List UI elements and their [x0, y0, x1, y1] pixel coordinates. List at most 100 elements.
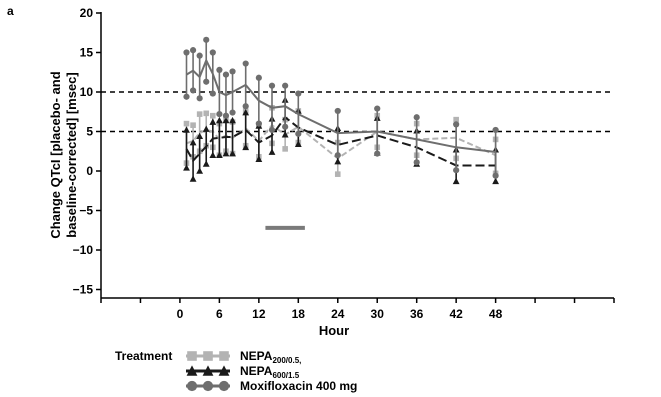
ci-high-marker-nepa-200 [210, 112, 216, 119]
series-moxifloxacin [183, 36, 499, 179]
ci-low-marker-nepa-600 [202, 160, 210, 167]
ci-high-marker-moxifloxacin [203, 36, 210, 43]
ci-high-marker-moxifloxacin [196, 52, 203, 59]
ci-low-marker-moxifloxacin [268, 126, 276, 134]
ci-low-marker-moxifloxacin [196, 95, 203, 102]
ci-high-marker-nepa-200 [203, 110, 210, 117]
ci-high-marker-moxifloxacin [334, 107, 341, 115]
y-tick-label: 20 [80, 6, 94, 20]
ci-low-marker-moxifloxacin [492, 172, 499, 179]
ci-low-marker-moxifloxacin [374, 150, 381, 157]
ci-high-marker-nepa-600 [229, 116, 236, 124]
ci-low-marker-nepa-600 [215, 151, 223, 158]
y-axis-label-line-1: Change QTcI [placebo- and [48, 71, 63, 238]
ci-high-marker-nepa-600 [202, 125, 210, 132]
legend-swatches [186, 351, 230, 392]
ci-low-marker-moxifloxacin [222, 112, 230, 119]
legend-label-nepa-200-main: NEPA [240, 349, 273, 363]
ci-low-marker-moxifloxacin [453, 167, 460, 174]
y-tick-label: 15 [80, 46, 94, 60]
legend-swatch-marker [218, 365, 230, 376]
legend-swatch-marker [218, 380, 230, 392]
y-tick-label: 5 [86, 125, 93, 139]
series-nepa-600 [183, 96, 500, 185]
ci-low-marker-moxifloxacin [413, 159, 420, 166]
ci-low-marker-nepa-600 [222, 150, 230, 157]
ci-high-marker-nepa-600 [189, 138, 197, 146]
x-tick-label: 12 [252, 307, 266, 321]
panel-label: a [7, 4, 14, 18]
ci-low-marker-moxifloxacin [203, 78, 210, 85]
legend-swatch-marker [203, 351, 213, 361]
legend-label-nepa-600: NEPA600/1.5 [240, 364, 300, 380]
legend-label-nepa-600-sub: 600/1.5 [272, 371, 299, 380]
ci-low-marker-moxifloxacin [255, 120, 262, 127]
legend-label-nepa-200-sub: 200/0.5, [272, 356, 301, 365]
ci-low-marker-nepa-600 [183, 164, 190, 171]
ci-low-marker-nepa-200 [282, 146, 288, 152]
ci-low-marker-nepa-600 [242, 143, 250, 151]
ci-low-marker-nepa-600 [189, 175, 197, 182]
ci-high-marker-nepa-600 [242, 108, 250, 116]
legend-swatch-marker [187, 351, 197, 361]
ci-low-marker-nepa-600 [229, 150, 236, 157]
x-tick-label: 42 [449, 307, 463, 321]
x-axis-label: Hour [319, 323, 349, 338]
ci-low-marker-moxifloxacin [334, 152, 341, 159]
ci-high-marker-nepa-600 [196, 132, 204, 140]
y-tick-label: 0 [86, 164, 93, 178]
ci-high-marker-moxifloxacin [282, 82, 289, 89]
ci-high-marker-nepa-200 [196, 111, 203, 117]
ci-low-marker-nepa-600 [281, 131, 289, 138]
ci-high-marker-moxifloxacin [453, 121, 460, 128]
legend-swatch-marker [186, 365, 198, 376]
ci-low-marker-nepa-600 [294, 140, 302, 147]
ci-low-marker-nepa-200 [334, 171, 341, 177]
ci-high-marker-nepa-200 [453, 116, 459, 123]
y-axis-label: Change QTcI [placebo- and baseline-corre… [48, 71, 79, 238]
ci-high-marker-moxifloxacin [413, 114, 420, 121]
ci-high-marker-moxifloxacin [189, 47, 197, 54]
ci-low-marker-moxifloxacin [229, 109, 236, 116]
ci-high-marker-moxifloxacin [216, 66, 223, 73]
legend-label-nepa-200: NEPA200/0.5, [240, 349, 301, 365]
legend-swatch-marker [202, 365, 214, 376]
x-tick-label: 48 [489, 307, 503, 321]
y-tick-label: −10 [73, 243, 94, 257]
ci-high-marker-nepa-600 [209, 118, 217, 125]
ci-low-marker-nepa-600 [492, 177, 500, 185]
x-tick-label: 18 [292, 307, 306, 321]
legend-title: Treatment [115, 349, 172, 363]
ci-low-marker-nepa-600 [334, 157, 342, 165]
y-tick-label: 10 [80, 85, 94, 99]
ci-high-marker-moxifloxacin [209, 49, 216, 56]
ci-high-marker-moxifloxacin [183, 49, 190, 56]
y-axis-label-line-2: baseline-corrected] [msec] [64, 72, 79, 237]
y-tick-label: −15 [73, 283, 94, 297]
ci-low-marker-nepa-600 [196, 167, 204, 174]
series-line-moxifloxacin [185, 57, 496, 154]
ci-low-marker-nepa-600 [268, 148, 276, 155]
ci-low-marker-moxifloxacin [216, 111, 223, 118]
ci-high-marker-nepa-200 [190, 122, 196, 128]
ci-high-marker-moxifloxacin [295, 90, 302, 97]
ci-high-marker-moxifloxacin [229, 68, 236, 75]
series-line-nepa-600 [185, 115, 496, 167]
ci-low-marker-nepa-600 [452, 177, 460, 185]
legend-swatch-marker [202, 380, 214, 392]
ci-high-marker-moxifloxacin [374, 105, 381, 112]
ci-high-marker-moxifloxacin [242, 60, 249, 67]
ci-high-marker-nepa-200 [183, 120, 190, 127]
series-nepa-200 [183, 105, 499, 177]
ci-high-marker-moxifloxacin [492, 126, 499, 134]
x-tick-label: 30 [371, 307, 385, 321]
legend-label-moxifloxacin: Moxifloxacin 400 mg [240, 379, 357, 393]
legend-label-nepa-600-main: NEPA [240, 364, 273, 378]
ci-low-marker-moxifloxacin [189, 87, 197, 94]
x-tick-label: 36 [410, 307, 424, 321]
ci-high-marker-nepa-600 [183, 126, 190, 133]
legend-swatch-marker [219, 351, 229, 361]
legend: Treatment NEPA200/0.5, NEPA600/1.5 Moxif… [115, 349, 357, 393]
y-tick-label: −5 [79, 204, 93, 218]
